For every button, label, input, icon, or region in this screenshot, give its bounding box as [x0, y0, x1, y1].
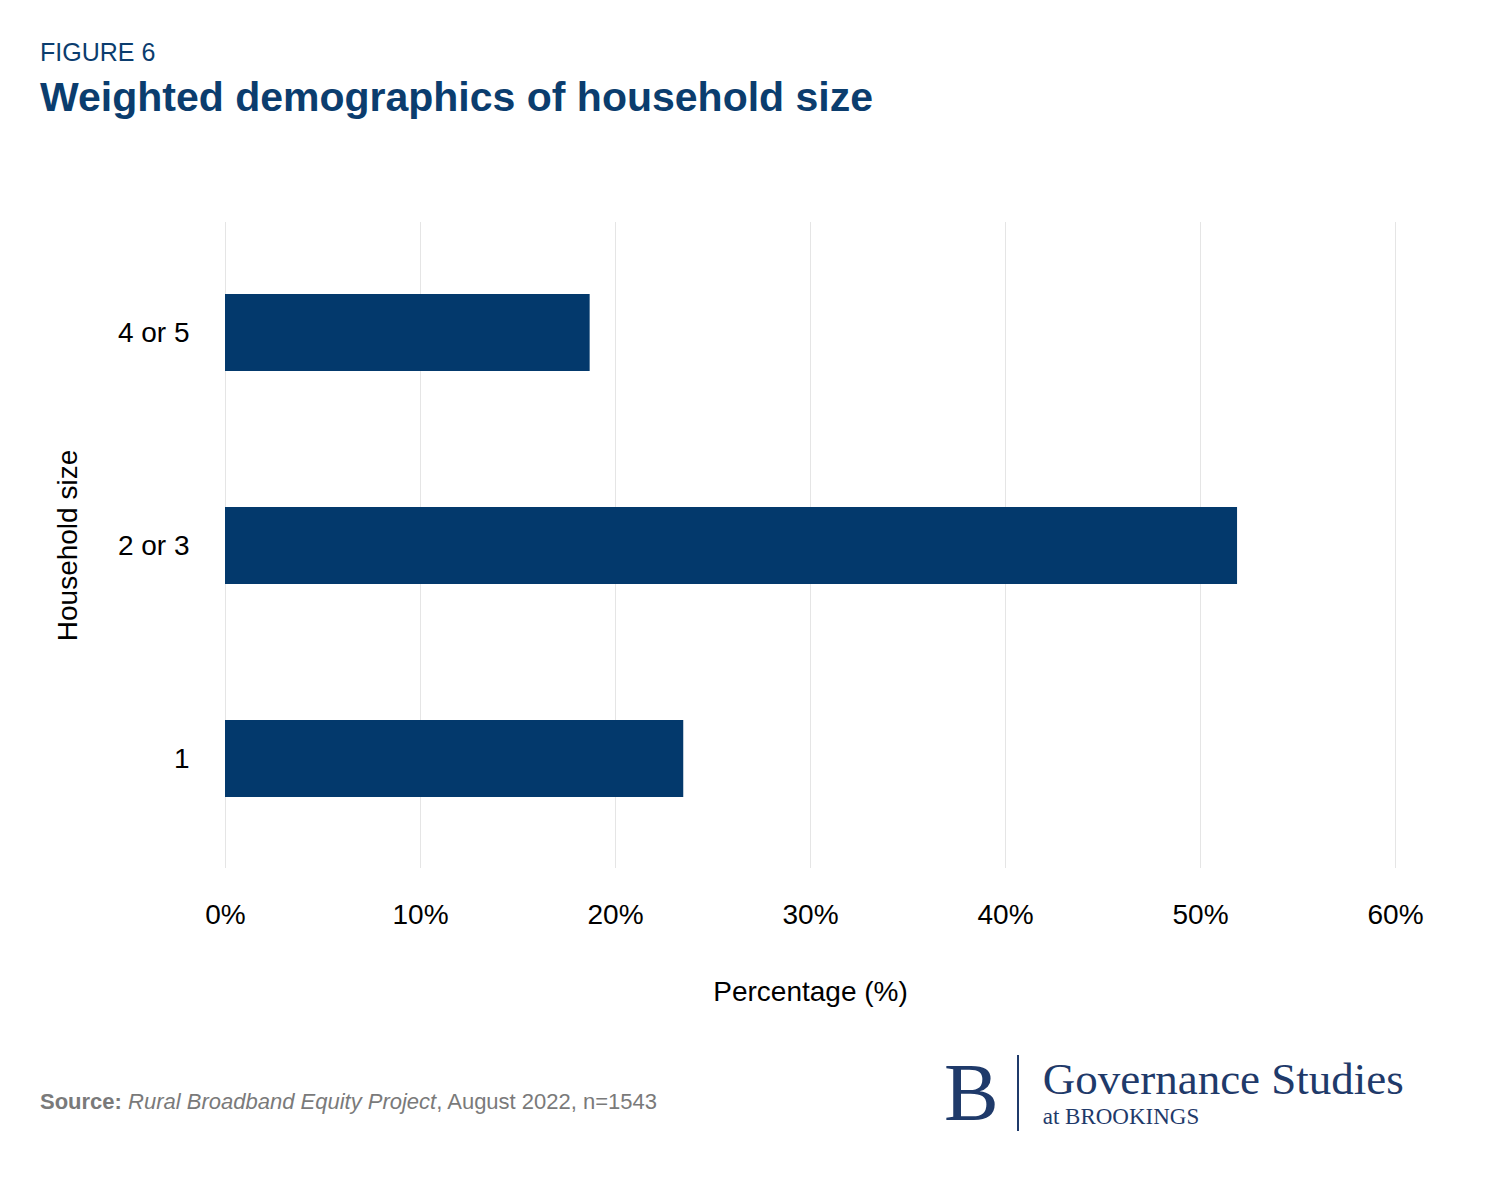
svg-text:Percentage (%): Percentage (%)	[713, 976, 908, 1007]
html-text:FIGURE 6: FIGURE 6	[40, 38, 156, 66]
svg-text:0%: 0%	[205, 899, 245, 930]
svg-text:1: 1	[174, 743, 190, 774]
html-text:Source: Rural Broadband Equity: Source: Rural Broadband Equity Project, …	[40, 1089, 657, 1114]
svg-text:4 or 5: 4 or 5	[118, 317, 190, 348]
svg-text:10%: 10%	[392, 899, 448, 930]
html-text:Governance Studies: Governance Studies	[1042, 1054, 1404, 1104]
svg-text:2 or 3: 2 or 3	[118, 530, 190, 561]
svg-text:40%: 40%	[977, 899, 1033, 930]
svg-text:50%: 50%	[1172, 899, 1228, 930]
svg-text:30%: 30%	[782, 899, 838, 930]
svg-text:60%: 60%	[1367, 899, 1423, 930]
html-text:B: B	[944, 1047, 999, 1138]
svg-text:Household size: Household size	[52, 450, 83, 641]
html-text:Weighted demographics of house: Weighted demographics of household size	[40, 74, 873, 120]
svg-text:20%: 20%	[587, 899, 643, 930]
html-text:at BROOKINGS: at BROOKINGS	[1042, 1104, 1200, 1129]
